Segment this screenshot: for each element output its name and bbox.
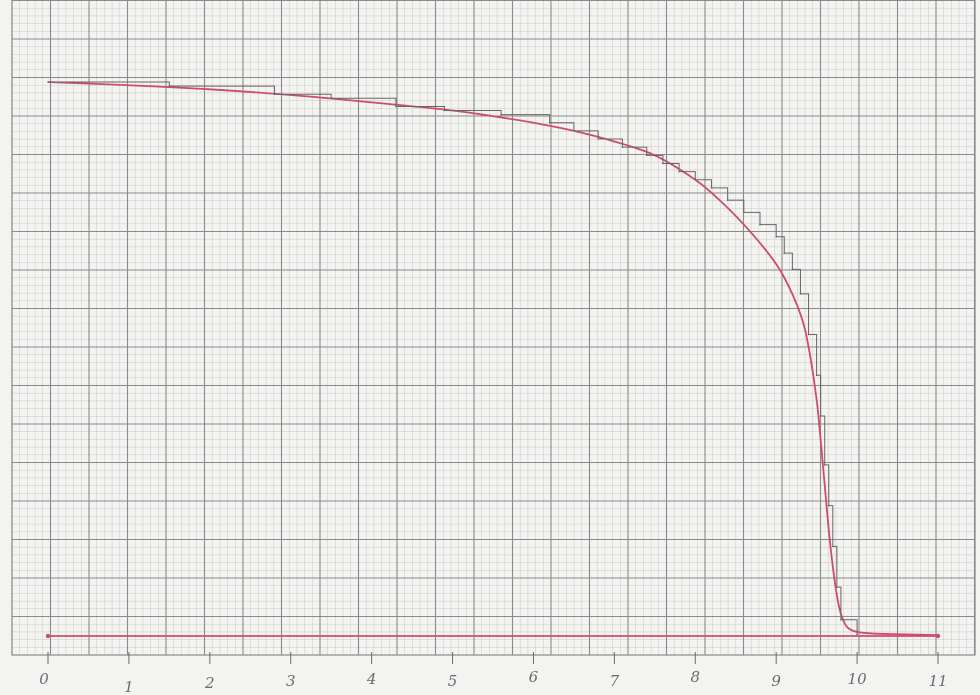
curve-series-point [209, 88, 211, 90]
step-series-point [726, 199, 729, 201]
curve-series-point [816, 399, 818, 401]
x-tick-label: 2 [204, 674, 215, 692]
step-series-point [47, 81, 49, 83]
x-tick-label: 3 [286, 672, 296, 690]
x-tick-label: 9 [771, 672, 781, 690]
x-tick-label: 5 [448, 672, 458, 690]
curve-series-point [743, 223, 745, 226]
minor-grid [12, 0, 975, 655]
curve-series-point [128, 84, 130, 86]
curve-series-point [807, 346, 810, 348]
curve-series-point [532, 122, 535, 124]
step-series-point [621, 146, 624, 148]
x-tick-label: 7 [610, 672, 620, 690]
baseline-end-point [935, 633, 941, 639]
curve-series-point [872, 632, 874, 635]
curve-series-point [783, 276, 785, 279]
step-series-point [71, 81, 74, 83]
baseline-start-point [45, 633, 51, 639]
step-series-point [856, 633, 858, 636]
curve-series-point [613, 140, 615, 143]
curve-series-point [832, 566, 834, 568]
curve-series-point [844, 623, 846, 625]
step-series-point [330, 97, 332, 100]
step-series-point [815, 374, 818, 377]
step-series-point [791, 268, 794, 271]
step-series-point [759, 223, 761, 226]
step-series-point [827, 504, 830, 507]
step-series-point [443, 109, 446, 112]
x-tick-label: 8 [690, 668, 700, 686]
step-series-point [840, 618, 842, 621]
curve-series-point [820, 439, 822, 442]
x-tick-label: 4 [366, 670, 377, 688]
grid-border [11, 0, 976, 656]
step-series-point [573, 130, 575, 132]
curve-series-point [290, 94, 292, 96]
curve-series-point [371, 101, 373, 103]
curve-series-point [848, 628, 850, 630]
step-series-point [395, 105, 397, 108]
step-series-point [783, 252, 786, 254]
x-tick-label: 10 [848, 670, 868, 688]
curve-series-point [492, 115, 494, 117]
x-tick-label: 11 [928, 672, 947, 690]
step-series-point [645, 154, 648, 157]
x-tick-label: 0 [39, 670, 49, 688]
curve-series-point [824, 484, 826, 486]
step-series-point [819, 415, 822, 417]
curve-series-point [799, 313, 802, 315]
step-series-point [500, 113, 502, 116]
step-series-point [775, 235, 777, 238]
step-series-point [678, 170, 680, 173]
step-series-point [662, 162, 664, 165]
x-tick-label: 6 [529, 668, 539, 686]
step-series-point [836, 586, 838, 588]
curve-series-point [836, 594, 838, 596]
step-series-point [694, 178, 697, 181]
step-series-point [807, 333, 810, 336]
step-series-point [168, 85, 171, 87]
step-series-point [832, 545, 834, 548]
curve-series-point [905, 633, 907, 635]
step-series-point [273, 93, 276, 96]
step-series-point [710, 187, 713, 189]
step-series-point [743, 211, 745, 214]
step-series-point [799, 293, 802, 295]
x-axis-tick-labels: 0 1 2 3 4 5 6 7 8 9 10 11 [39, 652, 948, 695]
series-layer [45, 81, 941, 639]
curve-series-point [828, 529, 830, 531]
step-series-point [823, 464, 826, 466]
step-series-point [548, 121, 551, 124]
curve-series-point [718, 199, 721, 201]
step-series-line [48, 81, 858, 635]
curve-series-point [767, 252, 769, 254]
x-tick-label: 1 [124, 678, 134, 695]
step-series-point [597, 138, 599, 140]
